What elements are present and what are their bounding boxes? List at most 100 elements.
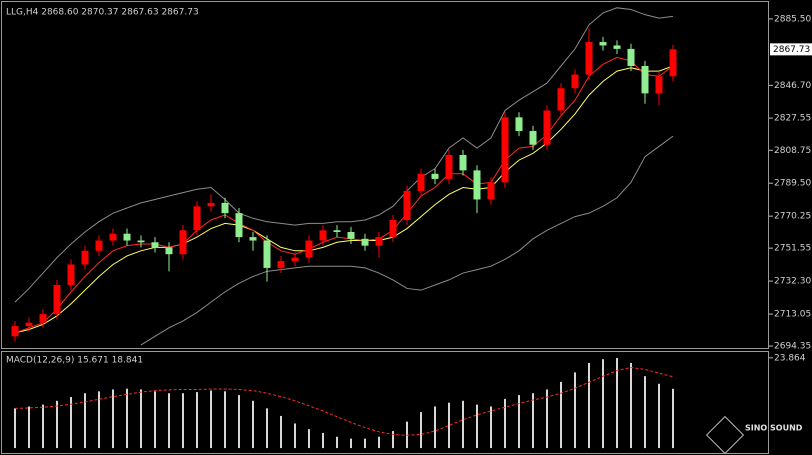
macd-bar [294, 423, 296, 449]
last-price-box [770, 43, 812, 56]
candle-body [585, 42, 593, 75]
candle-body [333, 230, 341, 232]
macd-bar [112, 389, 114, 449]
macd-bar [490, 406, 492, 449]
macd-bar [56, 400, 58, 449]
candle-body [487, 182, 495, 200]
candle-body [25, 322, 33, 327]
macd-bar [350, 438, 352, 449]
candle-body [571, 74, 579, 89]
candle-body [613, 45, 621, 49]
macd-bar [84, 393, 86, 449]
macd-bar [238, 395, 240, 449]
chart-title: LLG,H4 2868.60 2870.37 2867.63 2867.73 [6, 8, 199, 18]
candle-body [543, 110, 551, 145]
macd-bar [546, 389, 548, 449]
candle-body [473, 170, 481, 200]
macd-bar [588, 362, 590, 449]
macd-bar [140, 389, 142, 449]
candle-body [263, 240, 271, 268]
macd-bar [308, 429, 310, 449]
candle-body [137, 240, 145, 243]
macd-bar [364, 438, 366, 449]
candle-body [403, 190, 411, 221]
candle-body [375, 237, 383, 246]
main-panel-frame [1, 1, 769, 349]
macd-signal [14, 367, 674, 436]
candle-body [319, 230, 327, 241]
macd-bar [224, 391, 226, 449]
candle-body [193, 206, 201, 231]
candle-body [39, 314, 47, 323]
candle-body [389, 220, 397, 238]
candle-body [53, 285, 61, 315]
macd-bar [448, 402, 450, 449]
macd-bar [210, 390, 212, 449]
macd-bar [462, 400, 464, 449]
candle-body [431, 173, 439, 179]
candle-body [599, 42, 607, 46]
candle-body [417, 173, 425, 191]
candle-body [165, 247, 173, 255]
macd-bar [574, 372, 576, 449]
watermark: SINO SOUND [745, 424, 803, 433]
y-tick-label: 2808.75 [774, 146, 811, 156]
overlay-line [14, 65, 674, 334]
candle-body [627, 48, 635, 66]
macd-bar [504, 398, 506, 449]
candle-body [501, 117, 509, 183]
macd-bar [630, 362, 632, 449]
macd-bar [560, 381, 562, 449]
overlay-line [14, 7, 674, 303]
y-tick-label: 2789.50 [774, 179, 811, 189]
y-tick-label: 2751.55 [774, 244, 811, 254]
candle-body [459, 154, 467, 171]
macd-bar [616, 358, 618, 449]
y-tick-label: 2827.55 [774, 114, 811, 124]
macd-bar [252, 400, 254, 449]
watermark-logo: SINO SOUND [705, 415, 803, 455]
macd-bar [126, 388, 128, 449]
macd-bar [378, 436, 380, 449]
candle-body [445, 154, 453, 179]
candle-body [277, 261, 285, 268]
candle-body [11, 326, 19, 337]
macd-bar [602, 359, 604, 449]
y-tick-label: 2885.50 [774, 14, 811, 24]
candle-body [95, 240, 103, 251]
plot: 2885.50 2846.70 2827.55 2808.75 2789.50 2770.… [11, 7, 812, 449]
y-tick-label: 2694.35 [774, 342, 811, 352]
macd-bar [392, 431, 394, 449]
macd-bar [28, 406, 30, 449]
macd-bar [644, 376, 646, 449]
macd-bar [42, 404, 44, 449]
y2-tick-label: 23.864 [774, 353, 806, 363]
y-tick-label: 2713.05 [774, 310, 811, 320]
candle-body [221, 202, 229, 214]
macd-bar [280, 415, 282, 449]
candle-body [179, 230, 187, 255]
candle-body [291, 257, 299, 262]
macd-bar [182, 393, 184, 449]
y-tick-label: 2770.25 [774, 212, 811, 222]
overlay-line [140, 135, 674, 346]
macd-bar [658, 383, 660, 449]
candle-body [347, 231, 355, 239]
candle-body [151, 242, 159, 248]
candle-body [557, 88, 565, 111]
macd-bar [420, 412, 422, 449]
macd-bar [98, 391, 100, 449]
macd-bar [154, 391, 156, 449]
macd-bar [14, 408, 16, 449]
candle-body [235, 213, 243, 238]
macd-bar [532, 393, 534, 449]
macd-bar [168, 393, 170, 449]
candle-body [529, 131, 537, 145]
candle-body [655, 76, 663, 94]
last-price-label: 2867.73 [773, 45, 810, 55]
macd-label: MACD(12,26,9) 15.671 18.841 [6, 356, 143, 366]
macd-bar [434, 406, 436, 449]
overlay-line [14, 56, 674, 334]
macd-bar [336, 436, 338, 449]
candle-body [305, 240, 313, 258]
